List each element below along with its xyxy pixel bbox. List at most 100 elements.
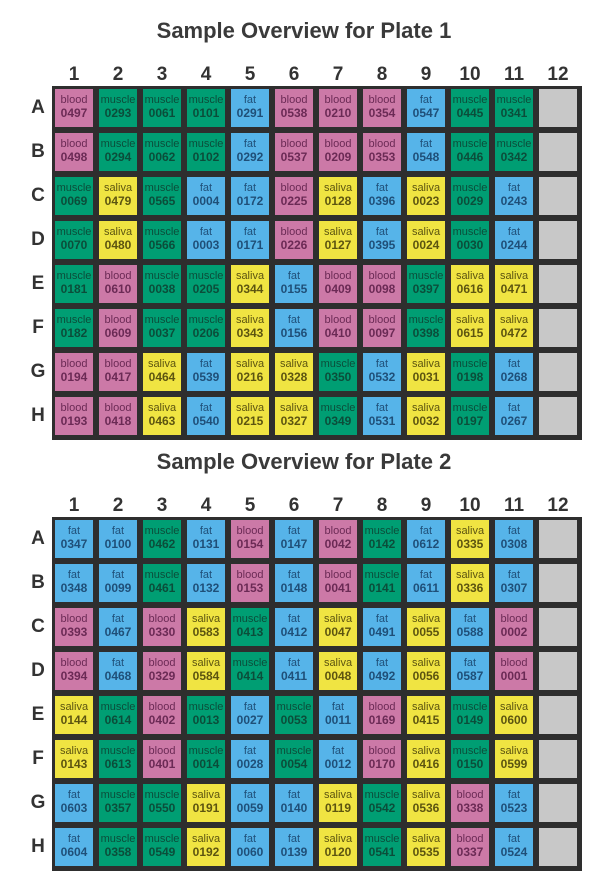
sample-id: 0542 [363,802,401,814]
sample-id: 0616 [451,283,489,295]
sample-type: blood [319,525,357,537]
column-label: 4 [191,64,221,86]
sample-type: fat [231,833,269,845]
well-muscle: muscle 0053 [275,696,313,734]
well-muscle: muscle 0342 [495,133,533,171]
sample-id: 0210 [319,107,357,119]
sample-type: blood [363,94,401,106]
well-empty [539,265,577,303]
sample-id: 0329 [143,670,181,682]
well-empty [539,608,577,646]
sample-type: fat [495,358,533,370]
sample-type: blood [55,657,93,669]
sample-type: saliva [407,701,445,713]
sample-type: blood [319,569,357,581]
sample-type: muscle [143,833,181,845]
sample-id: 0614 [99,714,137,726]
well-blood: blood 0538 [275,89,313,127]
well-fat: fat 0492 [363,652,401,690]
well-fat: fat 0147 [275,520,313,558]
sample-type: fat [495,402,533,414]
well-saliva: saliva 0599 [495,740,533,778]
sample-id: 0464 [143,371,181,383]
sample-id: 0169 [363,714,401,726]
well-fat: fat 0132 [187,564,225,602]
well-blood: blood 0225 [275,177,313,215]
sample-type: saliva [99,182,137,194]
sample-type: fat [187,402,225,414]
well-empty [539,696,577,734]
sample-type: fat [99,657,137,669]
sample-id: 0417 [99,371,137,383]
well-blood: blood 0497 [55,89,93,127]
sample-type: blood [363,138,401,150]
sample-id: 0472 [495,327,533,339]
row-label: H [26,405,50,427]
sample-type: blood [55,402,93,414]
well-empty [539,520,577,558]
well-fat: fat 0004 [187,177,225,215]
sample-id: 0353 [363,151,401,163]
sample-type: saliva [407,789,445,801]
sample-type: blood [55,138,93,150]
sample-id: 0013 [187,714,225,726]
sample-type: fat [451,613,489,625]
sample-type: saliva [55,701,93,713]
well-fat: fat 0100 [99,520,137,558]
well-fat: fat 0491 [363,608,401,646]
sample-id: 0155 [275,283,313,295]
sample-type: fat [231,94,269,106]
sample-id: 0613 [99,758,137,770]
well-saliva: saliva 0472 [495,309,533,347]
sample-type: muscle [143,789,181,801]
column-label: 12 [543,495,573,517]
well-muscle: muscle 0142 [363,520,401,558]
sample-type: fat [275,833,313,845]
well-fat: fat 0028 [231,740,269,778]
sample-id: 0411 [275,670,313,682]
sample-type: saliva [55,745,93,757]
column-label: 3 [147,64,177,86]
sample-type: saliva [187,833,225,845]
row-label: E [26,273,50,295]
sample-id: 0548 [407,151,445,163]
sample-type: fat [231,789,269,801]
sample-type: muscle [99,138,137,150]
sample-id: 0042 [319,538,357,550]
sample-type: saliva [451,270,489,282]
well-fat: fat 0612 [407,520,445,558]
well-saliva: saliva 0056 [407,652,445,690]
sample-id: 0468 [99,670,137,682]
sample-type: blood [55,613,93,625]
sample-type: muscle [143,314,181,326]
sample-id: 0029 [451,195,489,207]
well-muscle: muscle 0029 [451,177,489,215]
sample-id: 0327 [275,415,313,427]
sample-type: fat [275,270,313,282]
sample-type: fat [319,745,357,757]
sample-id: 0131 [187,538,225,550]
column-label: 2 [103,64,133,86]
plate-grid: blood 0497 muscle 0293 muscle 0061 muscle 0101 f… [52,86,582,440]
sample-id: 0061 [143,107,181,119]
well-saliva: saliva 0328 [275,353,313,391]
well-fat: fat 0244 [495,221,533,259]
sample-type: fat [495,525,533,537]
well-muscle: muscle 0206 [187,309,225,347]
well-muscle: muscle 0102 [187,133,225,171]
sample-type: muscle [187,745,225,757]
well-saliva: saliva 0120 [319,828,357,866]
sample-type: fat [275,314,313,326]
sample-type: fat [275,789,313,801]
column-label: 8 [367,495,397,517]
sample-type: fat [495,789,533,801]
well-fat: fat 0467 [99,608,137,646]
sample-id: 0032 [407,415,445,427]
well-blood: blood 0418 [99,397,137,435]
sample-id: 0412 [275,626,313,638]
well-muscle: muscle 0550 [143,784,181,822]
sample-type: fat [55,569,93,581]
well-muscle: muscle 0293 [99,89,137,127]
well-saliva: saliva 0343 [231,309,269,347]
sample-id: 0335 [451,538,489,550]
